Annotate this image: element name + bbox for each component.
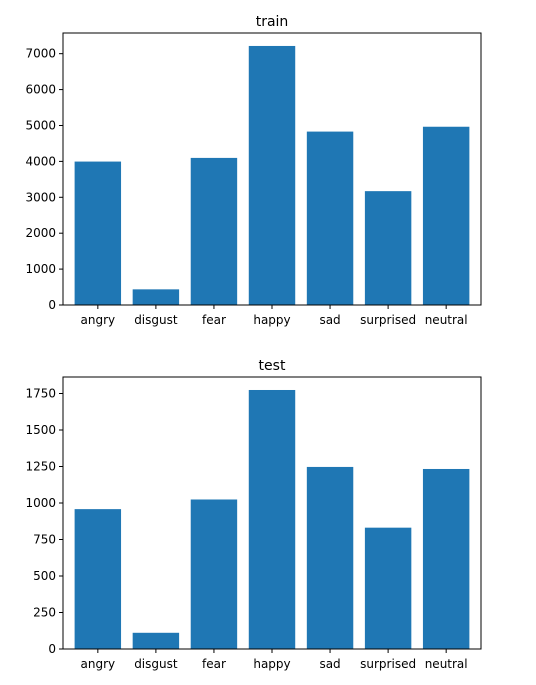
test-ytick-label: 0 — [48, 642, 56, 656]
train-xtick-label: angry — [81, 313, 116, 327]
train-xtick-label: fear — [202, 313, 226, 327]
test-bar-surprised — [364, 527, 412, 649]
train-bar-disgust — [132, 289, 180, 305]
train-xtick-label: happy — [253, 313, 290, 327]
test-ytick-label: 500 — [33, 569, 56, 583]
train-bar-surprised — [364, 191, 412, 305]
train-xtick-label: neutral — [425, 313, 468, 327]
train-xtick-label: sad — [319, 313, 340, 327]
test-chart: test 0 250 500 750 1000 1250 1500 1750 angry disg… — [25, 358, 482, 671]
test-ytick-label: 250 — [33, 605, 56, 619]
test-bar-neutral — [422, 468, 470, 649]
train-xtick-label: surprised — [360, 313, 416, 327]
test-bar-angry — [74, 509, 122, 649]
train-bar-sad — [306, 131, 354, 305]
train-bar-angry — [74, 161, 122, 305]
test-ytick-label: 1750 — [25, 386, 56, 400]
test-ytick-label: 1250 — [25, 459, 56, 473]
train-chart-title: train — [256, 14, 289, 30]
test-bar-disgust — [132, 632, 180, 649]
test-xtick-label: disgust — [134, 657, 178, 671]
test-bar-sad — [306, 466, 354, 649]
test-xtick-label: happy — [253, 657, 290, 671]
train-ytick-label: 3000 — [25, 190, 56, 204]
train-ytick-label: 2000 — [25, 226, 56, 240]
test-bar-happy — [248, 389, 296, 649]
test-ytick-label: 1000 — [25, 496, 56, 510]
test-bar-fear — [190, 499, 238, 649]
test-xtick-label: sad — [319, 657, 340, 671]
train-ytick-label: 1000 — [25, 262, 56, 276]
train-chart: train 0 1000 2000 3000 4000 5000 6000 7000 angry… — [25, 14, 482, 327]
test-xtick-label: surprised — [360, 657, 416, 671]
train-ytick-label: 7000 — [25, 47, 56, 61]
test-ytick-label: 1500 — [25, 423, 56, 437]
train-xtick-label: disgust — [134, 313, 178, 327]
train-ytick-label: 4000 — [25, 154, 56, 168]
train-ytick-label: 0 — [48, 298, 56, 312]
train-ytick-label: 6000 — [25, 83, 56, 97]
test-chart-title: test — [259, 358, 286, 374]
test-xtick-label: angry — [81, 657, 116, 671]
test-xtick-label: fear — [202, 657, 226, 671]
train-bar-neutral — [422, 126, 470, 306]
train-ytick-label: 5000 — [25, 118, 56, 132]
test-xtick-label: neutral — [425, 657, 468, 671]
train-bar-happy — [248, 45, 296, 306]
test-ytick-label: 750 — [33, 532, 56, 546]
train-bar-fear — [190, 157, 238, 305]
